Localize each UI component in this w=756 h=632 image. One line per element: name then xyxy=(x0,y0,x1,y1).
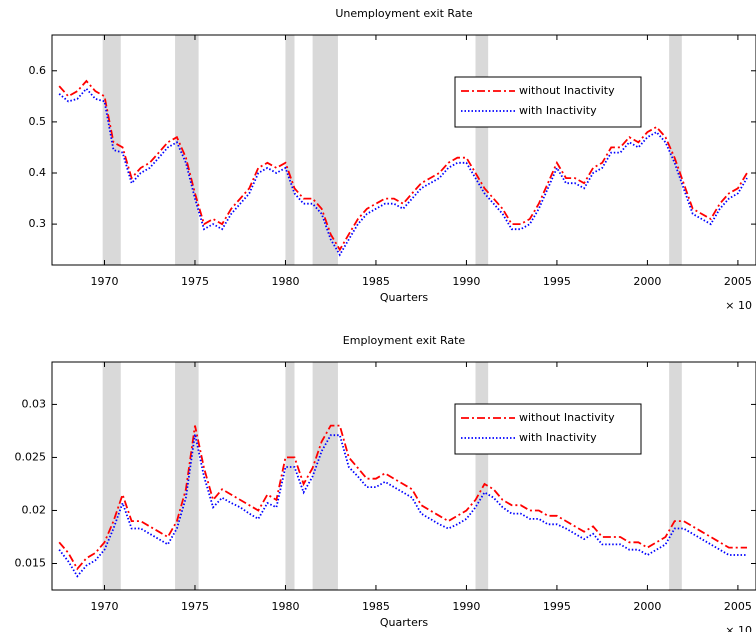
x-tick-label: 1985 xyxy=(362,600,390,613)
recession-band xyxy=(312,362,338,590)
x-tick-label: 2005 xyxy=(724,275,752,288)
y-tick-label: 0.025 xyxy=(15,450,47,463)
y-tick-label: 0.5 xyxy=(29,115,47,128)
recession-band xyxy=(475,362,489,590)
recession-band xyxy=(312,35,338,265)
plot-frame xyxy=(51,34,756,266)
series-line xyxy=(58,424,747,571)
x-tick-label: 1980 xyxy=(271,600,299,613)
series-line xyxy=(58,433,747,578)
series-line xyxy=(58,79,748,252)
chart-title: Unemployment exit Rate xyxy=(335,7,472,20)
x-tick-label: 1995 xyxy=(543,275,571,288)
recession-band xyxy=(175,35,199,265)
x-tick-label: 1980 xyxy=(271,275,299,288)
series-line xyxy=(58,87,748,257)
x-tick-label: 2000 xyxy=(633,600,661,613)
axis-annotation: × 10 xyxy=(725,299,752,312)
y-tick-label: 0.3 xyxy=(29,217,47,230)
y-tick-label: 0.03 xyxy=(22,397,47,410)
x-axis-label: Quarters xyxy=(380,291,428,304)
x-tick-label: 1970 xyxy=(90,275,118,288)
recession-band xyxy=(669,362,682,590)
y-tick-label: 0.02 xyxy=(22,503,47,516)
x-tick-label: 1990 xyxy=(452,600,480,613)
recession-band xyxy=(175,362,199,590)
recession-band xyxy=(669,35,682,265)
legend-label: with Inactivity xyxy=(519,431,597,444)
legend-label: with Inactivity xyxy=(519,104,597,117)
x-tick-label: 2000 xyxy=(633,275,661,288)
legend-label: without Inactivity xyxy=(519,84,615,97)
x-tick-label: 1975 xyxy=(181,275,209,288)
x-axis-label: Quarters xyxy=(380,616,428,629)
axis-annotation: × 10 xyxy=(725,624,752,632)
x-tick-label: 1975 xyxy=(181,600,209,613)
legend-box xyxy=(454,403,642,455)
plot-frame xyxy=(51,361,756,591)
y-tick-label: 0.015 xyxy=(15,556,47,569)
recession-band xyxy=(285,35,295,265)
chart-title: Employment exit Rate xyxy=(343,334,466,347)
x-tick-label: 1990 xyxy=(452,275,480,288)
y-tick-label: 0.6 xyxy=(29,64,47,77)
legend-box xyxy=(454,76,642,128)
recession-band xyxy=(285,362,295,590)
recession-band xyxy=(102,35,121,265)
x-tick-label: 1995 xyxy=(543,600,571,613)
x-tick-label: 1985 xyxy=(362,275,390,288)
recession-band xyxy=(102,362,121,590)
legend-label: without Inactivity xyxy=(519,411,615,424)
recession-band xyxy=(475,35,489,265)
x-tick-label: 2005 xyxy=(724,600,752,613)
x-tick-label: 1970 xyxy=(90,600,118,613)
y-tick-label: 0.4 xyxy=(29,166,47,179)
